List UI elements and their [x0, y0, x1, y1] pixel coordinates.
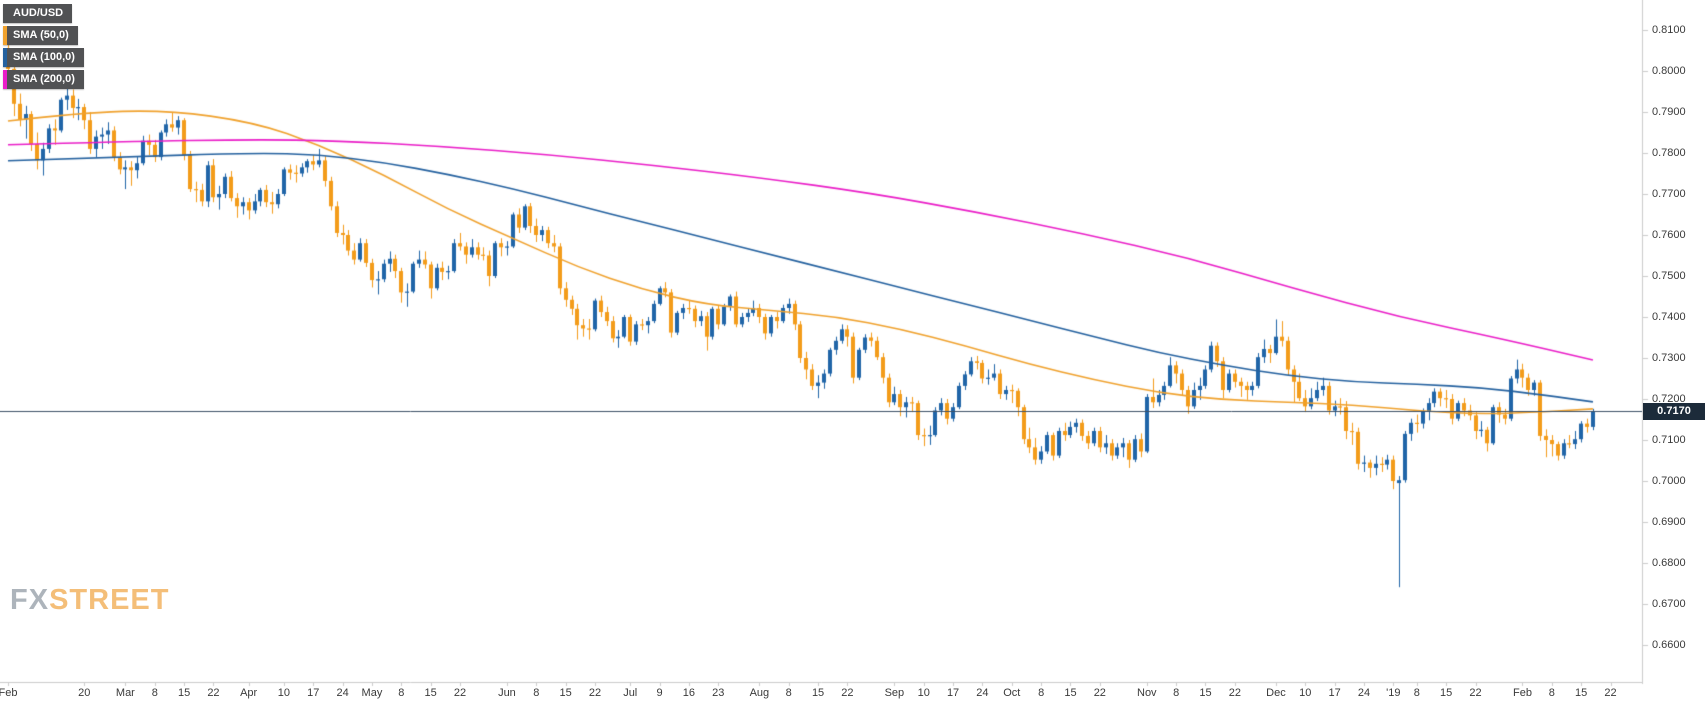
price-axis-label: 0.6800: [1652, 557, 1686, 569]
time-axis-tick: 15: [811, 687, 825, 699]
time-axis-tick: Feb: [0, 687, 18, 699]
price-axis-label: 0.7500: [1652, 270, 1686, 282]
time-axis-tick: 24: [976, 687, 989, 699]
time-axis-tick: 22: [588, 687, 602, 699]
price-axis-label: 0.7700: [1652, 188, 1686, 200]
sma100-color-strip-icon: [3, 48, 7, 67]
legend-badge-sma100[interactable]: SMA (100,0): [3, 48, 84, 67]
time-axis-tick: 23: [712, 687, 725, 699]
time-axis-tick: 8: [533, 687, 540, 699]
time-axis-tick: 9: [656, 687, 663, 699]
time-axis-tick: Apr: [240, 687, 258, 699]
time-axis-tick: Nov: [1137, 687, 1157, 699]
time-axis-tick: 10: [1299, 687, 1312, 699]
time-axis-tick: 17: [946, 687, 960, 699]
time-axis-tick: 15: [1440, 687, 1453, 699]
watermark-fx-text: FX: [10, 584, 50, 616]
time-axis-tick: 15: [1575, 687, 1588, 699]
time-axis-tick: Oct: [1003, 687, 1021, 699]
legend-badge-label: SMA (50,0): [13, 29, 69, 41]
time-axis-tick: 22: [1469, 687, 1482, 699]
time-axis-tick: 8: [398, 687, 405, 699]
price-axis-label: 0.7100: [1652, 434, 1686, 446]
time-axis-tick: Sep: [884, 687, 905, 699]
legend-badge-sma200[interactable]: SMA (200,0): [3, 70, 84, 89]
price-axis-label: 0.6700: [1652, 598, 1686, 610]
sma50-color-strip-icon: [3, 26, 7, 45]
time-axis-tick: 17: [1328, 687, 1341, 699]
price-axis-label: 0.8100: [1652, 24, 1686, 36]
time-axis-tick: 22: [1228, 687, 1241, 699]
time-axis-tick: 15: [1199, 687, 1212, 699]
time-axis-tick: 10: [277, 687, 291, 699]
legend-badge-sma50[interactable]: SMA (50,0): [3, 26, 78, 45]
price-axis-label: 0.7800: [1652, 147, 1686, 159]
time-axis-tick: 8: [1413, 687, 1420, 699]
time-axis-tick: 22: [1604, 687, 1617, 699]
price-axis-label: 0.7300: [1652, 352, 1686, 364]
time-axis-tick: 16: [682, 687, 696, 699]
legend-badge-label: SMA (200,0): [13, 73, 75, 85]
current-price-badge: 0.7170: [1643, 402, 1705, 420]
time-axis-tick: 24: [1357, 687, 1371, 699]
price-axis-label: 0.7000: [1652, 475, 1686, 487]
sma200-color-strip-icon: [3, 70, 7, 89]
time-axis-tick: 8: [785, 687, 792, 699]
legend-badge-audusd[interactable]: AUD/USD: [3, 4, 73, 23]
time-axis-tick: Jun: [498, 687, 516, 699]
time-axis-tick: 22: [841, 687, 854, 699]
price-axis: 0.8100 0.8000 0.7900 0.7800 0.7700 0.7600 0.75…: [1652, 0, 1706, 712]
price-axis-label: 0.6900: [1652, 516, 1686, 528]
legend-badge-label: AUD/USD: [13, 7, 64, 19]
time-axis-tick: 8: [151, 687, 158, 699]
price-axis-label: 0.7400: [1652, 311, 1686, 323]
time-axis-tick: 8: [1548, 687, 1555, 699]
time-axis-tick: 15: [177, 687, 191, 699]
legend-badge-label: SMA (100,0): [13, 51, 75, 63]
time-axis-tick: 22: [1093, 687, 1106, 699]
time-axis-tick: Jul: [623, 687, 638, 699]
time-axis-tick: 8: [1173, 687, 1180, 699]
time-axis-tick: 15: [424, 687, 437, 699]
price-axis-label: 0.7900: [1652, 106, 1686, 118]
watermark-street-text: STREET: [49, 584, 170, 616]
time-axis-tick: 22: [207, 687, 220, 699]
fx-street-watermark: FXSTREET: [10, 584, 169, 617]
audusd-color-strip-icon: [3, 4, 7, 23]
time-axis-tick: '19: [1386, 687, 1401, 699]
time-axis-tick: 15: [1064, 687, 1077, 699]
time-axis-tick: Feb: [1512, 687, 1532, 699]
chart-legend: AUD/USD SMA (50,0) SMA (100,0) SMA (200,0): [3, 4, 84, 89]
time-axis-tick: 20: [78, 687, 91, 699]
time-axis-tick: 22: [453, 687, 467, 699]
time-axis-tick: May: [361, 687, 383, 699]
time-axis-tick: Mar: [115, 687, 135, 699]
time-axis-tick: 10: [917, 687, 930, 699]
time-axis-tick: Aug: [749, 687, 770, 699]
time-axis-tick: 24: [336, 687, 349, 699]
time-axis-tick: 8: [1038, 687, 1045, 699]
time-axis-tick: 15: [559, 687, 572, 699]
time-axis-tick: Dec: [1266, 687, 1286, 699]
time-axis: Feb 20 Mar 8 15 22 Apr 10 17 24 May 8 15 22 Jun 8 15 22 Ju…: [0, 687, 1707, 703]
price-axis-label: 0.8000: [1652, 65, 1686, 77]
price-axis-label: 0.7200: [1652, 393, 1686, 405]
price-axis-label: 0.6600: [1652, 639, 1686, 651]
price-axis-label: 0.7600: [1652, 229, 1686, 241]
time-axis-tick: 17: [307, 687, 320, 699]
